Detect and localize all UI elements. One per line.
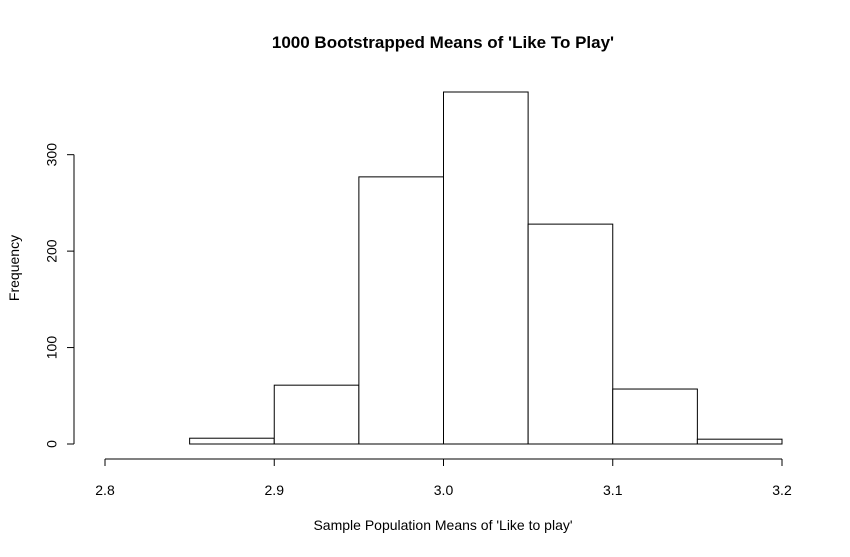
histogram-bar-5 [443,91,529,445]
y-tick-label: 100 [44,336,60,360]
y-tick-label: 300 [44,143,60,167]
histogram-bars [189,91,783,445]
x-tick-label: 2.8 [95,482,115,498]
x-tick-label: 3.1 [603,482,623,498]
x-tick-label: 3.2 [772,482,792,498]
y-tick-label: 200 [44,239,60,263]
histogram-bar-7 [612,388,698,445]
y-tick-label: 0 [44,440,60,448]
x-axis-ticks: 2.8 2.9 3.0 3.1 3.2 [95,459,792,498]
x-axis-label: Sample Population Means of 'Like to play… [313,517,572,533]
histogram-bar-6 [527,223,614,445]
chart-title: 1000 Bootstrapped Means of 'Like To Play… [272,33,614,52]
x-tick-label: 3.0 [434,482,454,498]
histogram-bar-3 [273,384,360,445]
histogram-bar-4 [358,176,445,445]
y-axis-ticks: 0 100 200 300 [44,143,74,448]
x-tick-label: 2.9 [265,482,285,498]
histogram-bar-2 [189,437,275,445]
y-axis-label: Frequency [6,235,22,301]
histogram-bar-8 [696,438,783,445]
